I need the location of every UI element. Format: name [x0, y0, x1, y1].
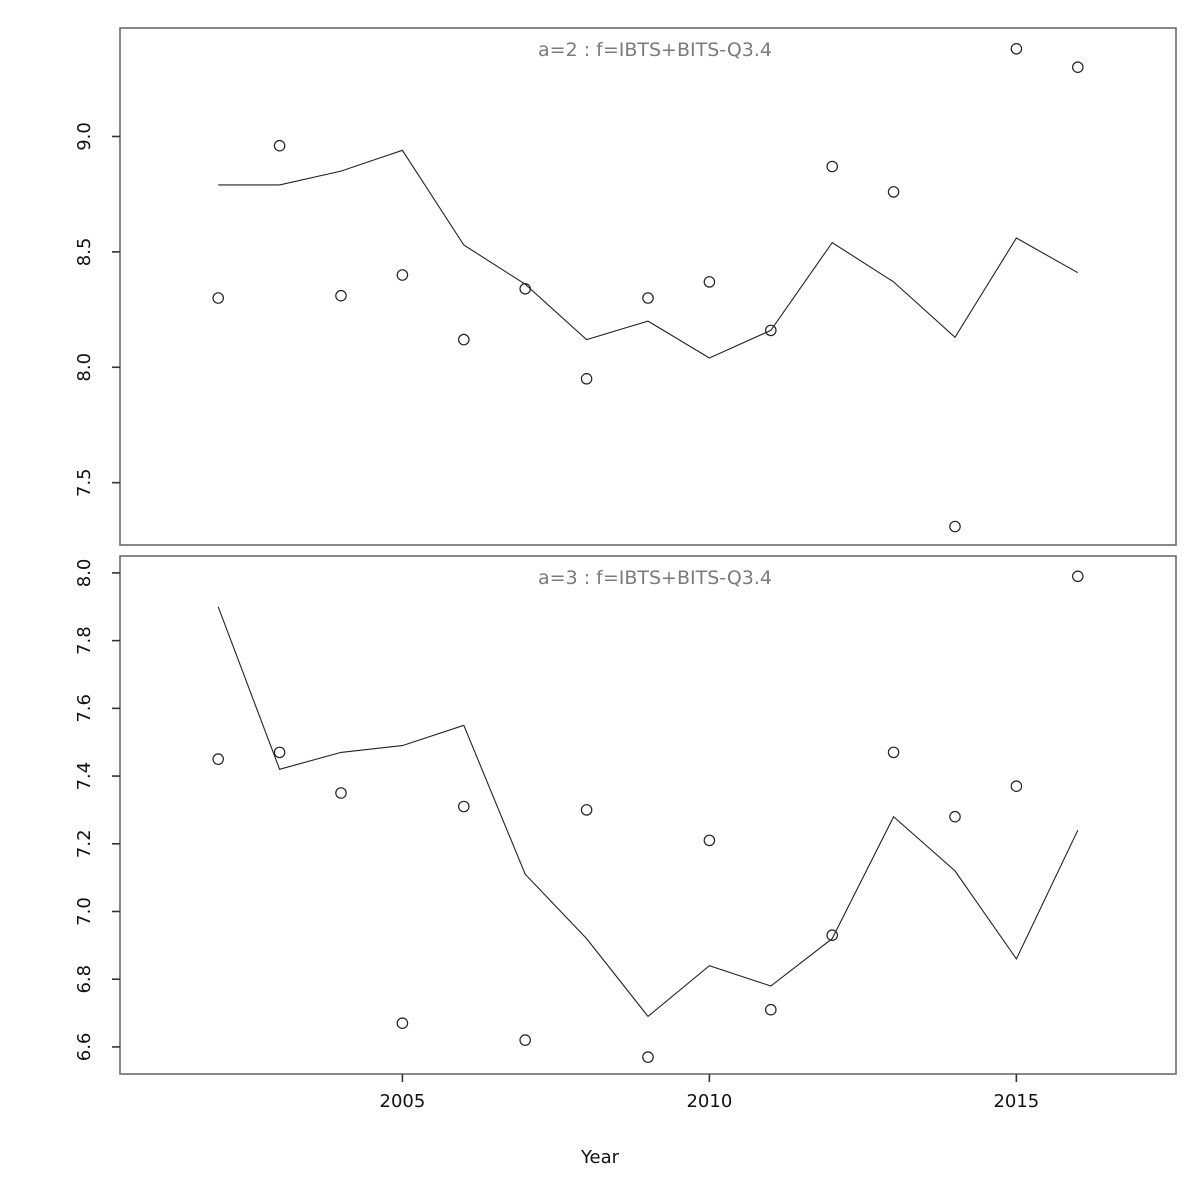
y-tick-label: 8.5 — [74, 238, 95, 267]
panel-a3: 6.6 6.8 7.0 7.2 7.4 7.6 7.8 8.0 a=3 : f=IBTS+BIT… — [74, 555, 1177, 1075]
y-tick-label: 8.0 — [74, 559, 95, 588]
observed-point — [457, 333, 470, 346]
y-tick-label: 6.8 — [74, 965, 95, 994]
panel-border — [119, 555, 1177, 1075]
observed-point — [273, 139, 286, 152]
y-tick-label: 7.2 — [74, 829, 95, 858]
observed-point — [396, 1017, 409, 1029]
x-tick-label: 2015 — [993, 1091, 1039, 1112]
panel-border — [119, 27, 1177, 546]
panel-title: a=2 : f=IBTS+BITS-Q3.4 — [538, 39, 772, 61]
observed-point — [642, 1051, 654, 1063]
observed-point — [826, 160, 838, 173]
y-tick-label: 9.0 — [74, 122, 95, 151]
observed-point — [887, 746, 900, 759]
observed-point — [519, 282, 531, 295]
x-axis-label: Year — [580, 1147, 620, 1168]
y-tick-label: 7.5 — [74, 468, 95, 497]
observed-point — [1010, 780, 1023, 792]
observed-point — [764, 1003, 777, 1016]
observed-point — [826, 929, 838, 941]
observed-point — [703, 276, 716, 288]
y-tick-label: 7.6 — [74, 694, 95, 723]
y-tick-label: 6.6 — [74, 1033, 95, 1062]
x-tick-label: 2010 — [686, 1091, 732, 1112]
observed-point — [273, 746, 286, 759]
observed-point — [642, 292, 654, 304]
observed-point — [396, 269, 409, 281]
observed-point — [1072, 570, 1084, 583]
observed-point — [949, 520, 961, 533]
fitted-line — [218, 149, 1079, 359]
observed-point — [1072, 61, 1084, 73]
panel-a2: 7.5 8.0 8.5 9.0 a=2 : f=IBTS+BITS-Q3.4 — [74, 27, 1177, 546]
observed-point — [764, 324, 777, 337]
observed-point — [580, 804, 593, 816]
observed-point — [212, 292, 224, 304]
fitted-line — [217, 606, 1079, 1018]
observed-point — [335, 787, 347, 799]
y-tick-label: 8.0 — [74, 353, 95, 382]
observed-point — [887, 186, 900, 198]
y-tick-label: 7.8 — [74, 626, 95, 655]
observed-point — [703, 834, 716, 847]
y-tick-label: 7.4 — [74, 762, 95, 791]
observed-point — [212, 753, 224, 765]
observed-point — [457, 800, 470, 813]
observed-point — [1010, 42, 1023, 55]
observed-point — [949, 810, 961, 823]
panel-title: a=3 : f=IBTS+BITS-Q3.4 — [538, 567, 772, 589]
observed-point — [335, 289, 347, 302]
observed-point — [519, 1034, 531, 1046]
observed-point — [580, 372, 593, 385]
y-tick-label: 7.0 — [74, 897, 95, 926]
x-tick-label: 2005 — [380, 1091, 426, 1112]
x-axis: 2005 2010 2015 — [380, 1074, 1039, 1112]
